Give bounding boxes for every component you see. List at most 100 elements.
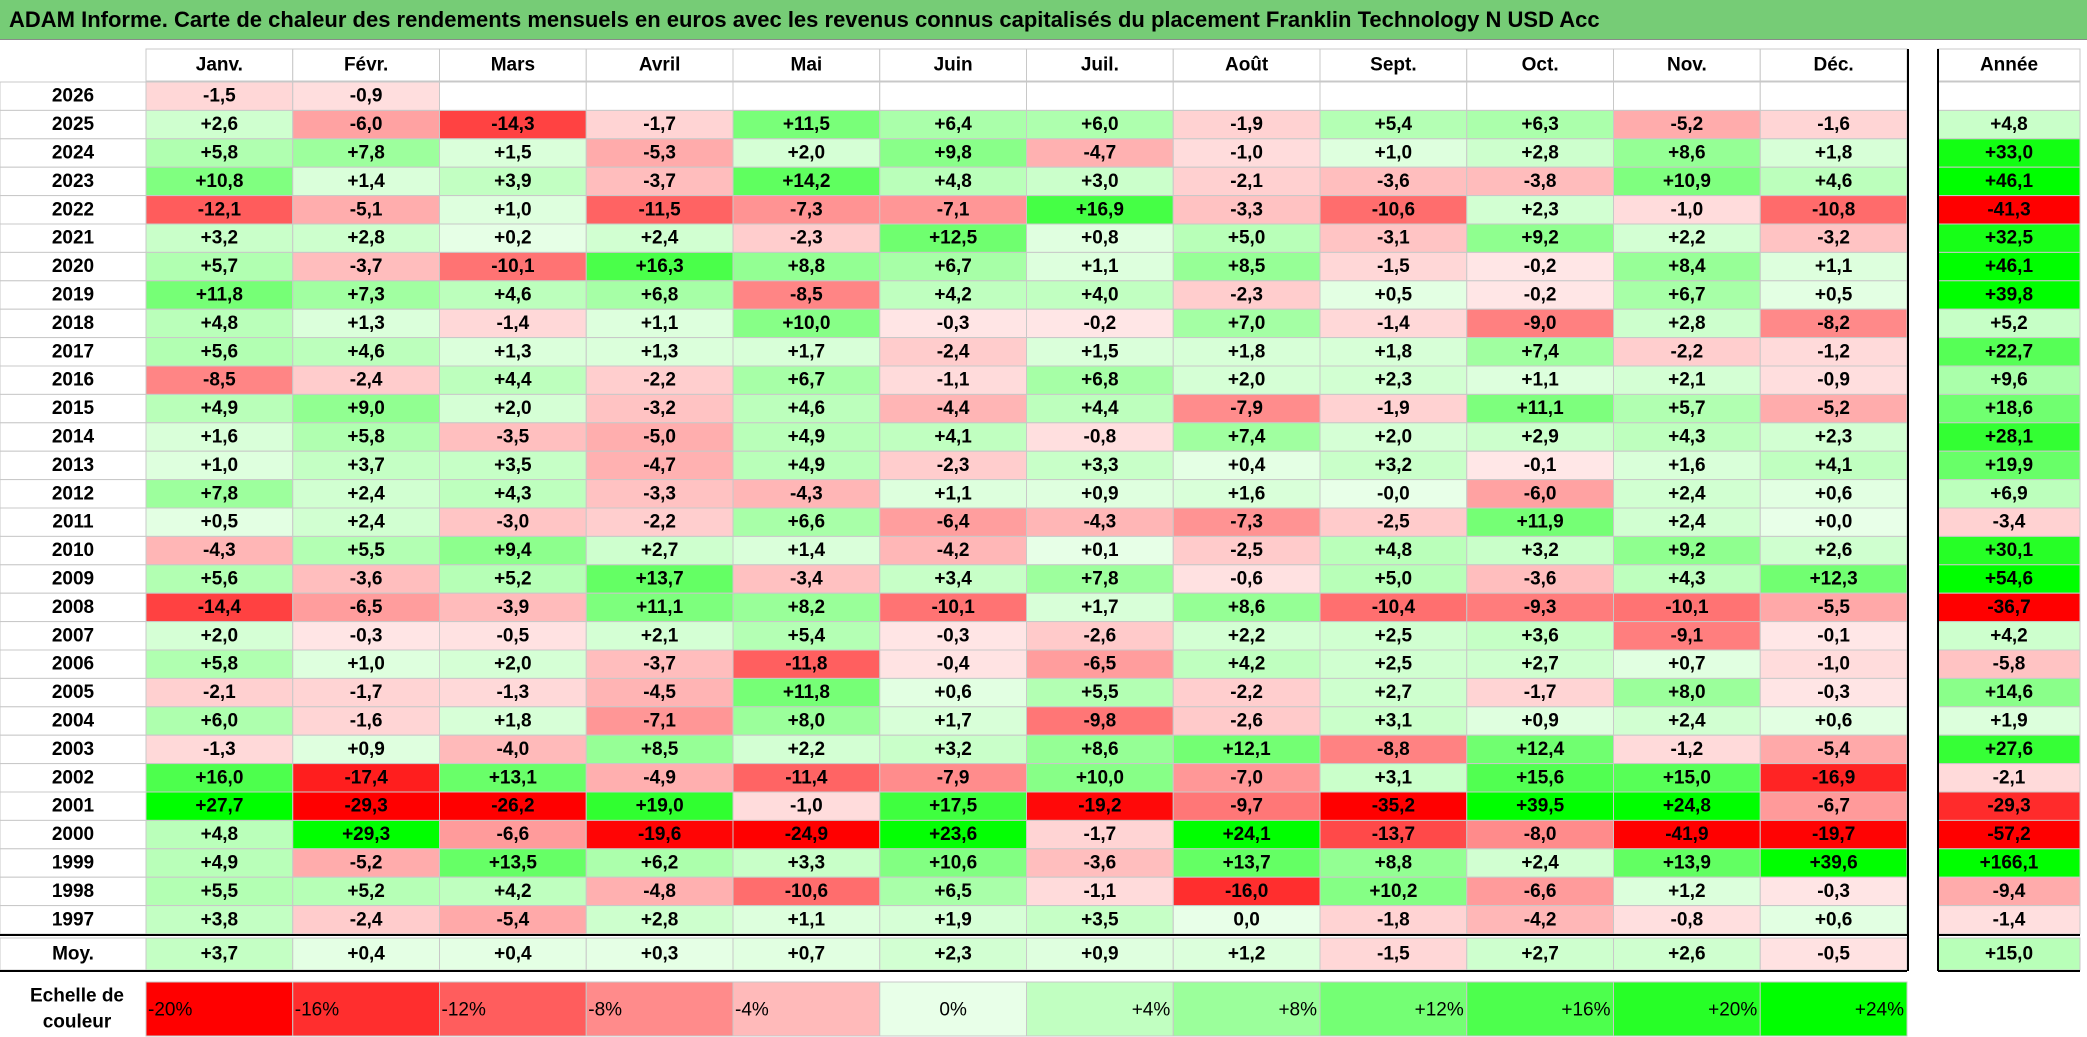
heatmap-cell	[1466, 81, 1614, 111]
heatmap-cell-value: -0,3	[937, 313, 970, 334]
heatmap-cell-value: -1,2	[1671, 739, 1704, 760]
heatmap-cell-value: -3,0	[497, 512, 530, 533]
heatmap-cell-value: -10,1	[931, 597, 975, 618]
heatmap-cell-value: -0,2	[1524, 256, 1557, 277]
heatmap-cell	[292, 621, 440, 651]
annual-cell	[1937, 195, 2081, 225]
heatmap-cell	[1319, 649, 1468, 679]
heatmap-cell-value: -2,5	[1377, 512, 1410, 533]
heatmap-cell-value: +4,8	[201, 313, 239, 334]
heatmap-cell	[292, 166, 440, 197]
year-label-cell	[0, 535, 147, 566]
average-cell	[732, 937, 881, 971]
color-scale-label: -16%	[295, 1000, 339, 1021]
month-header-cell	[1613, 48, 1761, 82]
heatmap-cell-value: +1,1	[641, 313, 679, 334]
heatmap-cell-value: +6,3	[1521, 114, 1559, 135]
month-header-cell	[1172, 48, 1321, 82]
month-header-label: Déc.	[1814, 55, 1854, 76]
heatmap-cell-value: -3,6	[1084, 853, 1117, 874]
average-cell-value: +0,4	[494, 944, 532, 965]
heatmap-cell	[1026, 819, 1174, 850]
heatmap-cell-value: -1,4	[497, 313, 530, 334]
annual-cell	[1937, 535, 2081, 566]
month-header-label: Août	[1225, 55, 1269, 76]
annual-cell	[1937, 308, 2081, 339]
heatmap-cell-value: -6,6	[1524, 881, 1557, 902]
heatmap-cell-value: +2,0	[1375, 427, 1413, 448]
month-header-label: Juin	[934, 55, 973, 76]
heatmap-cell	[1172, 365, 1321, 395]
month-header-cell	[1026, 48, 1174, 82]
heatmap-cell	[879, 564, 1027, 594]
heatmap-cell-value: -1,2	[1817, 341, 1850, 362]
heatmap-cell-value: +7,8	[347, 143, 385, 164]
heatmap-cell	[145, 308, 294, 339]
heatmap-cell-value: +4,6	[347, 341, 385, 362]
heatmap-cell	[439, 905, 587, 935]
heatmap-cell-value: +1,8	[1815, 143, 1853, 164]
heatmap-cell-value: -5,4	[1817, 739, 1850, 760]
heatmap-cell-value: +2,0	[494, 654, 532, 675]
year-header-cell	[1937, 48, 2081, 82]
heatmap-cell-value: -2,2	[1671, 341, 1704, 362]
heatmap-cell	[1026, 564, 1174, 594]
heatmap-cell-value: +6,4	[934, 114, 972, 135]
year-header-label: Année	[1980, 55, 2038, 76]
average-cell-value: -0,5	[1817, 944, 1850, 965]
heatmap-cell-value: -11,4	[785, 767, 828, 788]
annual-cell-value: +32,5	[1985, 228, 2034, 249]
heatmap-cell-value: +16,0	[195, 767, 243, 788]
heatmap-cell-value: -2,4	[350, 370, 383, 391]
color-scale-label: +16%	[1561, 1000, 1610, 1021]
annual-cell-value: +1,9	[1990, 711, 2028, 732]
heatmap-cell-value: +1,6	[1668, 455, 1706, 476]
heatmap-cell	[292, 706, 440, 736]
heatmap-cell-value: -7,9	[1230, 398, 1263, 419]
heatmap-cell-value: +0,5	[1375, 285, 1413, 306]
heatmap-cell	[879, 507, 1027, 537]
heatmap-cell-value: -16,0	[1225, 881, 1268, 902]
heatmap-cell-value: -1,6	[1817, 114, 1850, 135]
heatmap-cell	[732, 507, 881, 537]
heatmap-cell	[1026, 763, 1174, 793]
heatmap-cell-value: -19,7	[1812, 824, 1855, 845]
heatmap-cell-value: +10,9	[1663, 171, 1711, 192]
heatmap-cell-value: -6,7	[1817, 796, 1850, 817]
heatmap-cell-value: -2,3	[1230, 285, 1263, 306]
heatmap-cell	[879, 706, 1027, 736]
heatmap-cell-value: +3,1	[1375, 767, 1413, 788]
heatmap-cell-value: +8,5	[1228, 256, 1266, 277]
average-cell	[145, 937, 294, 971]
heatmap-cell	[439, 81, 587, 111]
heatmap-cell-value: -0,8	[1671, 909, 1704, 930]
color-scale-swatch	[145, 981, 294, 1037]
heatmap-cell	[1172, 308, 1321, 339]
heatmap-cell	[145, 848, 294, 878]
annual-cell	[1937, 251, 2081, 282]
heatmap-cell	[585, 365, 734, 395]
heatmap-cell-value: -2,3	[790, 228, 823, 249]
color-scale-swatch	[1319, 981, 1468, 1037]
heatmap-cell	[1172, 422, 1321, 452]
month-header-cell	[732, 48, 881, 82]
heatmap-cell	[585, 109, 734, 140]
heatmap-cell-value: -5,0	[643, 427, 676, 448]
heatmap-cell-value: -0,4	[937, 654, 970, 675]
heatmap-cell-value: +10,0	[782, 313, 830, 334]
heatmap-cell	[1319, 109, 1468, 140]
heatmap-cell	[585, 138, 734, 168]
heatmap-cell-value: +7,8	[201, 483, 239, 504]
heatmap-cell-value: -1,0	[1671, 199, 1704, 220]
heatmap-cell-value: +4,1	[934, 427, 972, 448]
heatmap-cell-value: -7,3	[1230, 512, 1263, 533]
month-header-cell	[292, 48, 440, 82]
heatmap-cell-value: -0,1	[1817, 625, 1850, 646]
heatmap-cell-value: -8,8	[1377, 739, 1410, 760]
color-scale-swatch	[585, 981, 734, 1037]
heatmap-cell-value: -2,4	[350, 909, 383, 930]
heatmap-cell-value: -2,2	[643, 370, 676, 391]
heatmap-cell-value: +4,3	[1668, 427, 1706, 448]
heatmap-cell-value: +1,1	[1521, 370, 1559, 391]
heatmap-cell-value: -3,8	[1524, 171, 1557, 192]
